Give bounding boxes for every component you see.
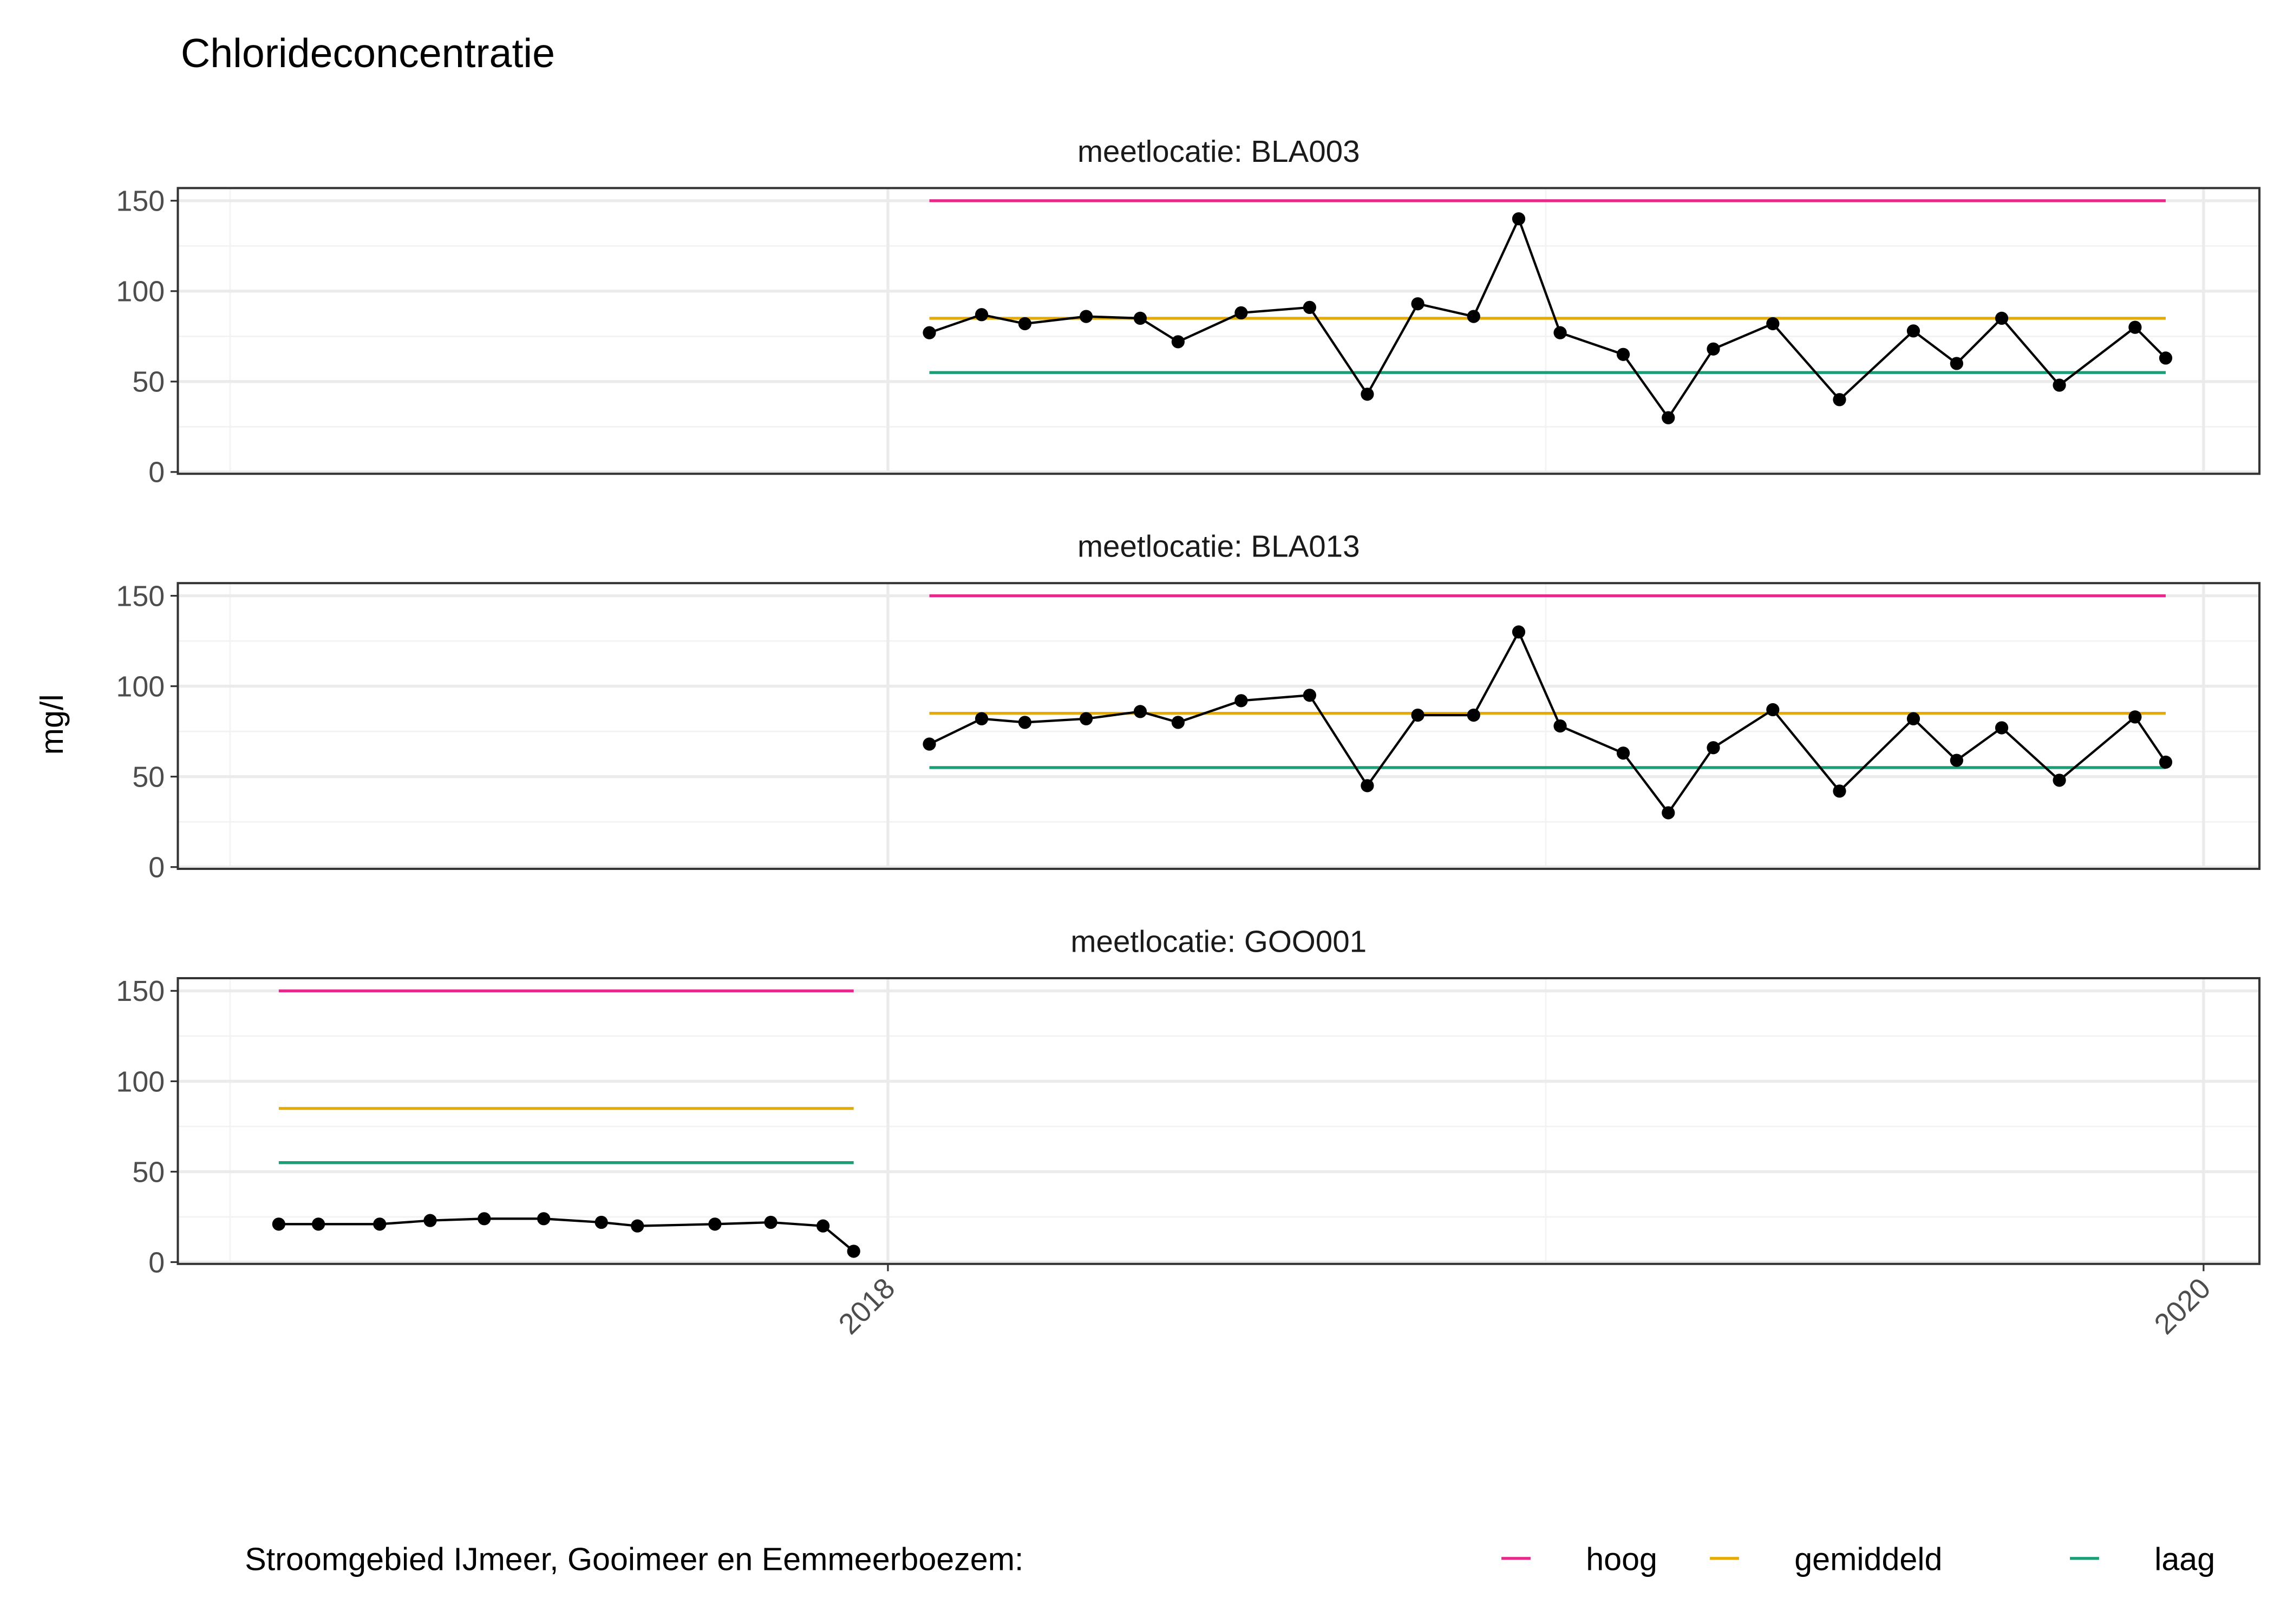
data-point xyxy=(975,308,989,322)
data-point xyxy=(1995,311,2009,325)
data-point xyxy=(1133,311,1147,325)
y-tick-label: 50 xyxy=(132,366,165,398)
data-point xyxy=(1833,784,1846,798)
series-line xyxy=(929,215,2167,420)
data-point xyxy=(1707,741,1720,755)
data-point xyxy=(1079,310,1093,323)
y-tick-label: 100 xyxy=(116,670,165,703)
data-point xyxy=(2128,320,2142,334)
panel-border xyxy=(177,187,2261,475)
data-point xyxy=(847,1245,860,1258)
legend-title: Stroomgebied IJmeer, Gooimeer en Eemmeer… xyxy=(245,1541,1023,1577)
series-line xyxy=(278,1217,855,1253)
data-point xyxy=(1662,806,1675,820)
data-point xyxy=(1018,317,1032,331)
data-point xyxy=(1303,300,1316,315)
y-axis-title: mg/l xyxy=(34,694,70,755)
data-point xyxy=(2128,710,2142,724)
y-tick-label: 50 xyxy=(132,1156,165,1188)
y-tick-label: 100 xyxy=(116,276,165,308)
data-point xyxy=(1616,348,1630,361)
data-point xyxy=(1467,708,1480,722)
data-point xyxy=(708,1217,722,1231)
data-point xyxy=(1616,746,1630,760)
data-point xyxy=(1171,716,1185,729)
legend-label-hoog: hoog xyxy=(1586,1541,1657,1577)
data-point xyxy=(373,1217,387,1231)
data-point xyxy=(2053,378,2066,392)
data-point xyxy=(1662,411,1675,424)
data-point xyxy=(594,1215,608,1229)
data-point xyxy=(764,1215,777,1229)
y-tick-label: 150 xyxy=(116,580,165,612)
data-point xyxy=(1303,689,1316,702)
legend: Stroomgebied IJmeer, Gooimeer en Eemmeer… xyxy=(245,1541,2215,1577)
strip-label: meetlocatie: GOO001 xyxy=(1070,925,1367,959)
data-point xyxy=(2159,351,2173,365)
data-point xyxy=(816,1219,830,1233)
panel-border xyxy=(177,977,2261,1265)
data-point xyxy=(537,1212,551,1226)
data-point xyxy=(1467,310,1480,323)
data-point xyxy=(2053,774,2066,787)
data-point xyxy=(1766,317,1780,331)
data-point xyxy=(1234,306,1248,320)
y-tick-label: 100 xyxy=(116,1065,165,1098)
data-point xyxy=(1079,712,1093,725)
data-point xyxy=(1361,779,1374,793)
data-point xyxy=(2159,755,2173,769)
data-point xyxy=(1171,335,1185,349)
data-point xyxy=(1906,324,1920,338)
panel-2: meetlocatie: GOO001 0 50 100 150 xyxy=(116,925,2261,1279)
y-tick-label: 0 xyxy=(148,456,165,489)
data-point xyxy=(1133,705,1147,718)
data-point xyxy=(631,1219,644,1233)
data-point xyxy=(1833,393,1846,407)
data-point xyxy=(1995,721,2009,735)
data-point xyxy=(1234,694,1248,708)
y-tick-label: 0 xyxy=(148,1246,165,1279)
data-point xyxy=(478,1212,491,1226)
data-point xyxy=(1361,388,1374,401)
y-tick-label: 0 xyxy=(148,852,165,884)
x-tick-label: 2018 xyxy=(832,1272,901,1340)
y-tick-label: 150 xyxy=(116,185,165,218)
strip-label: meetlocatie: BLA003 xyxy=(1077,134,1360,168)
y-tick-label: 50 xyxy=(132,761,165,793)
chart-title: Chlorideconcentratie xyxy=(181,30,555,76)
data-point xyxy=(1766,703,1780,717)
data-point xyxy=(1950,357,1963,370)
data-point xyxy=(1707,342,1720,356)
series-line xyxy=(929,629,2167,815)
y-tick-label: 150 xyxy=(116,975,165,1007)
data-point xyxy=(1512,625,1526,639)
data-point xyxy=(1411,297,1424,311)
data-point xyxy=(1411,708,1424,722)
data-point xyxy=(1018,716,1032,729)
data-point xyxy=(923,737,936,751)
strip-label: meetlocatie: BLA013 xyxy=(1077,529,1360,564)
data-point xyxy=(923,326,936,339)
data-point xyxy=(1512,212,1526,226)
panel-1: meetlocatie: BLA013 0 50 100 150 xyxy=(116,529,2261,884)
data-point xyxy=(1950,754,1963,767)
data-point xyxy=(975,712,989,725)
data-point xyxy=(423,1214,437,1227)
data-point xyxy=(272,1217,285,1231)
data-point xyxy=(311,1217,325,1231)
x-tick-label: 2020 xyxy=(2148,1272,2217,1340)
panel-border xyxy=(177,582,2261,870)
legend-label-laag: laag xyxy=(2154,1541,2215,1577)
legend-label-gemiddeld: gemiddeld xyxy=(1794,1541,1942,1577)
data-point xyxy=(1553,326,1567,339)
data-point xyxy=(1553,719,1567,733)
panel-0: meetlocatie: BLA003 0 50 100 150 xyxy=(116,134,2261,489)
data-point xyxy=(1906,712,1920,725)
